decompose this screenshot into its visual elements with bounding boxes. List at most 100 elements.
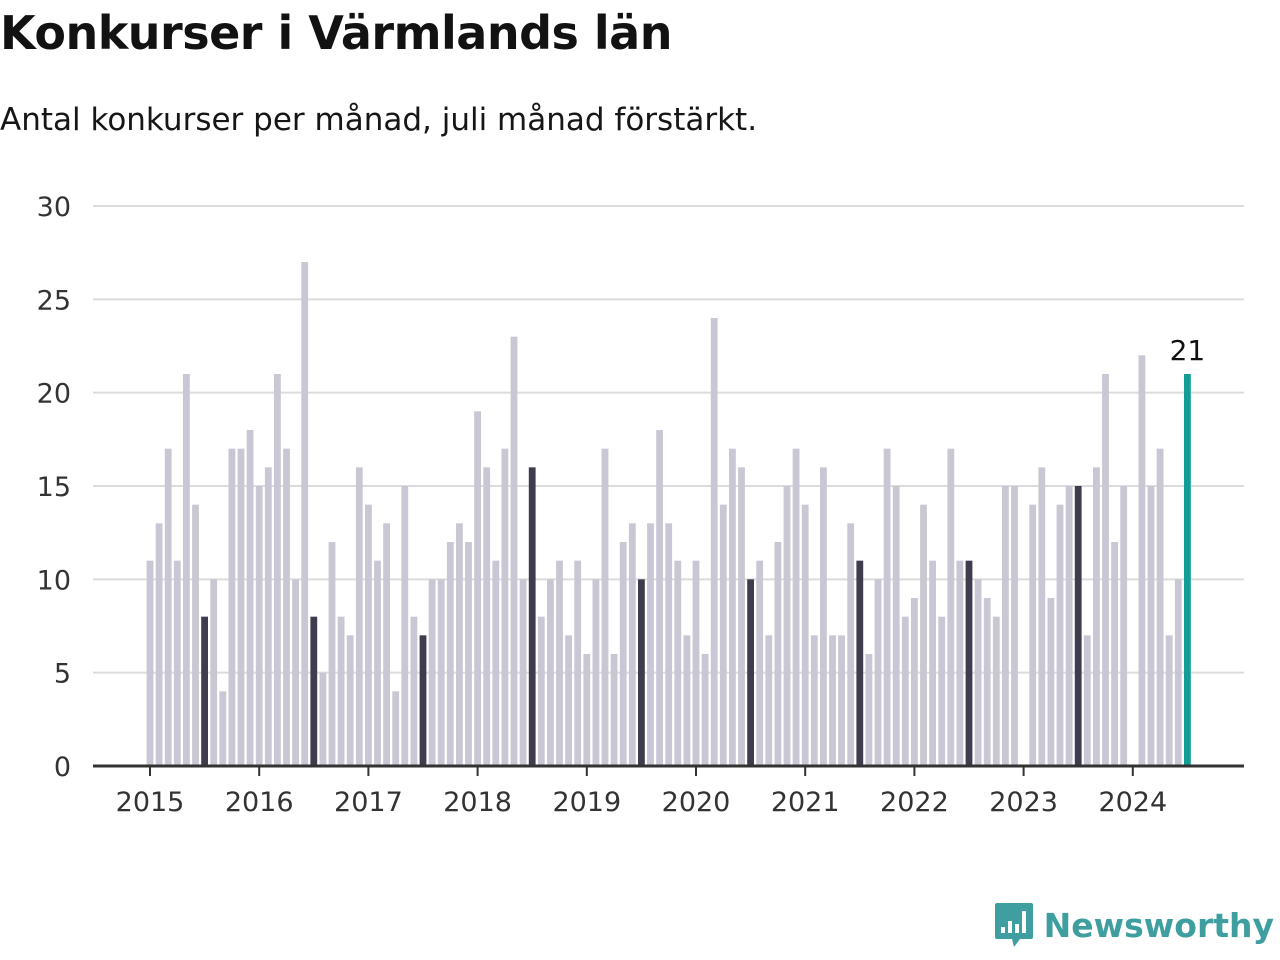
bar	[983, 598, 991, 766]
bar	[264, 467, 272, 766]
brand-logo: Newsworthy	[994, 900, 1274, 950]
bar	[665, 523, 673, 766]
y-tick-label: 30	[37, 192, 71, 223]
bar	[492, 560, 500, 766]
y-tick-label: 20	[37, 379, 71, 410]
bar-july	[747, 579, 754, 766]
bar	[292, 579, 299, 766]
newsworthy-logo-icon	[994, 903, 1033, 947]
bar	[246, 430, 254, 766]
x-tick-label: 2020	[662, 787, 731, 818]
bar	[1002, 486, 1009, 766]
bar	[283, 448, 290, 766]
bar	[647, 523, 654, 766]
bar	[428, 579, 436, 766]
chart-title: Konkurser i Värmlands län	[0, 6, 672, 60]
bar	[974, 579, 982, 766]
brand-name: Newsworthy	[1043, 905, 1274, 945]
x-tick-label: 2019	[552, 787, 621, 818]
y-tick-label: 10	[37, 565, 71, 596]
bar	[547, 579, 554, 766]
bar	[929, 560, 936, 766]
bar	[710, 318, 718, 766]
bar	[628, 523, 636, 766]
bar	[1138, 355, 1146, 766]
bar	[738, 467, 745, 766]
y-tick-label: 5	[54, 659, 71, 690]
bar	[829, 635, 836, 766]
bar	[920, 504, 927, 766]
x-tick-label: 2018	[443, 787, 512, 818]
bar	[501, 448, 509, 766]
bar	[337, 616, 345, 766]
bar	[301, 262, 309, 766]
bar	[729, 448, 736, 766]
bar	[1083, 635, 1091, 766]
latest-value-label: 21	[1170, 334, 1206, 367]
bar	[446, 542, 454, 766]
bar	[1029, 504, 1037, 766]
bar	[456, 523, 463, 766]
bar	[228, 448, 236, 766]
y-tick-label: 0	[54, 752, 71, 783]
bar	[947, 448, 955, 766]
bar	[619, 542, 627, 766]
bar	[610, 654, 618, 766]
bar	[328, 542, 336, 766]
bar	[1102, 374, 1109, 766]
bar	[519, 579, 527, 766]
x-tick-label: 2024	[1098, 787, 1167, 818]
bar	[601, 448, 609, 766]
bar	[911, 598, 918, 766]
bar	[374, 560, 381, 766]
bar-july	[638, 579, 645, 766]
bar	[1038, 467, 1046, 766]
bar	[1111, 542, 1118, 766]
bar	[574, 560, 582, 766]
bar-july	[310, 616, 318, 766]
bar	[901, 616, 909, 766]
bar	[1147, 486, 1155, 766]
bar	[719, 504, 727, 766]
bar	[474, 411, 481, 766]
bar	[219, 691, 227, 766]
bar	[1065, 486, 1073, 766]
bar	[173, 560, 181, 766]
bar	[401, 486, 409, 766]
bar-july	[1074, 486, 1082, 766]
bar	[483, 467, 491, 766]
x-tick-label: 2022	[880, 787, 949, 818]
bar	[774, 542, 782, 766]
y-tick-label: 15	[37, 472, 71, 503]
bar	[1165, 635, 1173, 766]
bar	[437, 579, 445, 766]
bar	[565, 635, 572, 766]
bar	[183, 374, 190, 766]
bar	[683, 635, 691, 766]
bar	[583, 654, 591, 766]
bar	[892, 486, 900, 766]
bar	[164, 448, 172, 766]
bar	[838, 635, 845, 766]
bar	[319, 672, 327, 766]
x-tick-label: 2017	[334, 787, 403, 818]
bar	[383, 523, 390, 766]
x-tick-label: 2021	[771, 787, 840, 818]
bar	[992, 616, 1000, 766]
bar	[210, 579, 218, 766]
bar	[155, 523, 163, 766]
bar	[237, 448, 245, 766]
bar	[792, 448, 800, 766]
bar	[556, 560, 563, 766]
bar	[465, 542, 472, 766]
bar	[847, 523, 855, 766]
bar	[1174, 579, 1182, 766]
bar	[674, 560, 682, 766]
bar	[801, 504, 809, 766]
bar	[820, 467, 827, 766]
bar-latest	[1184, 374, 1191, 766]
bar	[1011, 486, 1018, 766]
x-tick-label: 2015	[116, 787, 185, 818]
bar-july	[528, 467, 536, 766]
